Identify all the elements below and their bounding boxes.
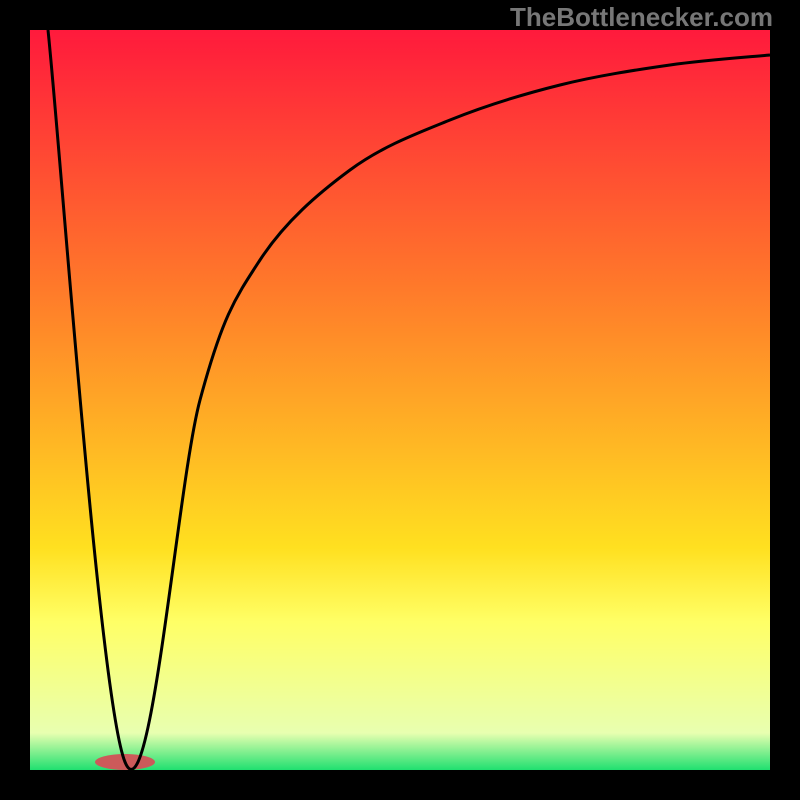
chart-frame: TheBottlenecker.com bbox=[0, 0, 800, 800]
bottleneck-curve bbox=[48, 30, 770, 769]
watermark-text: TheBottlenecker.com bbox=[510, 2, 773, 33]
curve-svg bbox=[0, 0, 800, 800]
